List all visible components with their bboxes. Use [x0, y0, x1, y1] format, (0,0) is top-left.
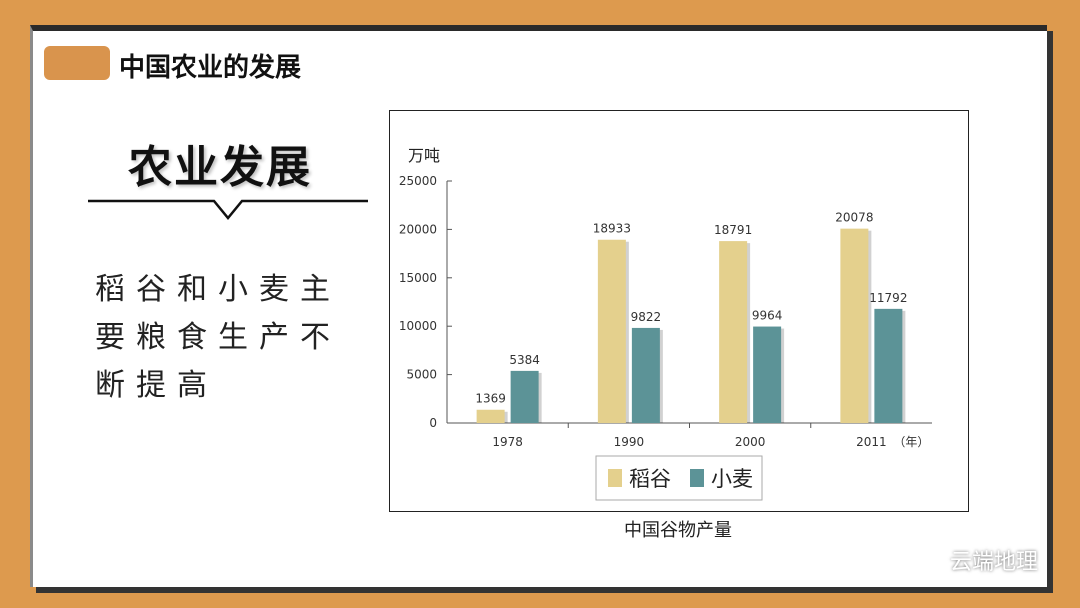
legend-swatch	[608, 469, 622, 487]
page-title: 中国农业的发展	[119, 53, 302, 83]
legend-box	[595, 455, 763, 501]
x-tick-label: 1990	[614, 435, 645, 449]
y-tick-label: 25000	[399, 174, 437, 188]
section-title: 农业发展	[128, 142, 312, 193]
legend-swatch	[690, 469, 704, 487]
data-label: 9964	[752, 309, 783, 323]
y-tick-label: 20000	[399, 222, 437, 236]
bar-wheat	[631, 327, 660, 423]
bar-rice	[476, 409, 505, 423]
data-label: 9822	[631, 310, 662, 324]
data-label: 11792	[869, 291, 907, 305]
y-tick-label: 10000	[399, 319, 437, 333]
bar-chart: 万吨 0 5000 10000 15000 20000 25000 1369 5384 1978 1…	[399, 146, 932, 501]
y-tick-label: 15000	[399, 271, 437, 285]
bar-wheat	[510, 370, 539, 423]
x-tick-label: 2011	[856, 435, 887, 449]
data-label: 1369	[475, 392, 506, 406]
legend-label: 稻谷	[629, 467, 671, 491]
data-label: 18933	[593, 222, 631, 236]
watermark-text: 云端地理	[949, 550, 1038, 575]
watermark: 云端地理	[910, 544, 1038, 576]
y-axis-label: 万吨	[408, 146, 440, 165]
bar-wheat	[753, 326, 782, 423]
bar-wheat	[874, 308, 903, 423]
x-tick-label: 1978	[492, 435, 523, 449]
bar-rice	[597, 239, 626, 423]
bar-rice	[840, 228, 869, 423]
x-axis-unit: （年）	[893, 435, 929, 449]
data-label: 5384	[509, 353, 540, 367]
header-accent-tag	[44, 46, 110, 80]
bar-rice	[719, 241, 748, 423]
legend-label: 小麦	[711, 467, 753, 491]
data-label: 18791	[714, 223, 752, 237]
data-label: 20078	[835, 211, 873, 225]
section-description: 稻谷和小麦主要粮食生产不断提高	[95, 272, 341, 403]
y-tick-label: 5000	[406, 368, 437, 382]
y-tick-label: 0	[429, 416, 437, 430]
wechat-icon	[910, 548, 942, 572]
x-tick-label: 2000	[735, 435, 766, 449]
title-underline-divider	[88, 199, 368, 220]
chart-title: 中国谷物产量	[624, 520, 732, 541]
chart-frame: 万吨 0 5000 10000 15000 20000 25000 1369 5384 1978 1…	[389, 110, 969, 512]
